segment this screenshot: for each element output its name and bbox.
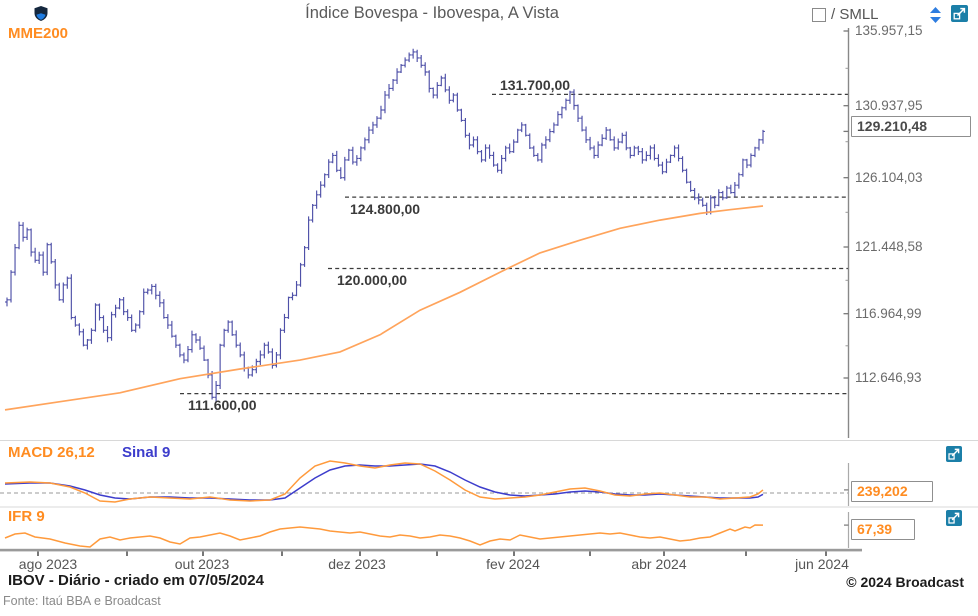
footer-chart-info: IBOV - Diário - criado em 07/05/2024 bbox=[8, 572, 264, 589]
x-axis-label: fev 2024 bbox=[486, 556, 540, 572]
macd-export-button[interactable] bbox=[946, 446, 962, 467]
x-axis-label: out 2023 bbox=[174, 556, 230, 572]
x-axis-label: dez 2023 bbox=[328, 556, 386, 572]
last-price-box: 129.210,48 bbox=[851, 116, 971, 137]
export-chart-button[interactable] bbox=[951, 5, 968, 27]
macd-signal-label: Sinal 9 bbox=[122, 444, 171, 461]
share-icon bbox=[946, 510, 962, 526]
ifr-value-box: 67,39 bbox=[851, 519, 915, 540]
y-axis-label: 135.957,15 bbox=[855, 22, 923, 38]
broadcast-logo-icon bbox=[34, 6, 48, 26]
compare-smll-label: / SMLL bbox=[831, 6, 879, 23]
ifr-export-button[interactable] bbox=[946, 510, 962, 531]
page-title: Índice Bovespa - Ibovespa, A Vista bbox=[305, 4, 559, 22]
y-axis-label: 126.104,03 bbox=[855, 169, 923, 185]
footer-copyright: © 2024 Broadcast bbox=[846, 574, 964, 590]
footer-source: Fonte: Itaú BBA e Broadcast bbox=[3, 594, 161, 608]
reference-line-label: 124.800,00 bbox=[350, 200, 421, 217]
reference-line-label: 131.700,00 bbox=[500, 76, 571, 93]
mme200-label: MME200 bbox=[8, 25, 69, 42]
y-axis-label: 130.937,95 bbox=[855, 97, 923, 113]
reference-line-label: 111.600,00 bbox=[188, 397, 257, 414]
ifr-label: IFR 9 bbox=[8, 508, 45, 525]
x-axis-label: abr 2024 bbox=[631, 556, 687, 572]
y-axis-label: 116.964,99 bbox=[855, 305, 922, 321]
reference-line-label: 120.000,00 bbox=[337, 272, 408, 289]
y-axis-label: 121.448,58 bbox=[855, 238, 923, 254]
compare-smll-checkbox[interactable] bbox=[812, 8, 826, 22]
x-axis-label: ago 2023 bbox=[18, 556, 78, 572]
y-axis-label: 112.646,93 bbox=[855, 369, 922, 385]
macd-label: MACD 26,12 bbox=[8, 444, 95, 461]
share-icon bbox=[951, 5, 968, 22]
share-icon bbox=[946, 446, 962, 462]
scale-toggle-icon[interactable] bbox=[930, 7, 941, 28]
x-axis-label: jun 2024 bbox=[795, 556, 849, 572]
macd-value-box: 239,202 bbox=[851, 481, 933, 502]
